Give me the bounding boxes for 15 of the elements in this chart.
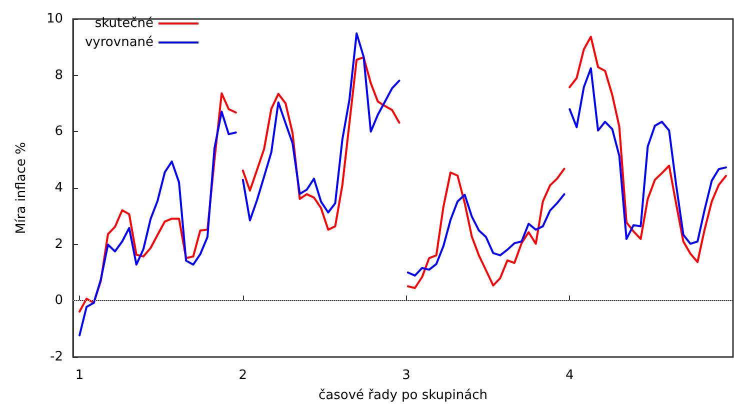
x-tick-label: 4 xyxy=(565,368,574,383)
x-tick-label: 1 xyxy=(75,368,84,383)
legend-label: vyrovnané xyxy=(84,35,154,50)
x-tick-label: 2 xyxy=(238,368,248,383)
y-tick-label: 8 xyxy=(54,68,63,83)
legend-label: skutečné xyxy=(94,16,154,31)
y-tick-label: 0 xyxy=(54,293,63,308)
y-tick-label: 10 xyxy=(46,12,63,26)
x-tick-label: 3 xyxy=(402,368,410,383)
x-axis-title: časové řady po skupinách xyxy=(318,388,488,403)
y-tick-label: 4 xyxy=(54,180,63,196)
y-tick-label: 2 xyxy=(54,236,63,252)
y-axis-title: Míra inflace % xyxy=(14,142,29,234)
y-tick-label: -2 xyxy=(50,350,63,364)
y-tick-label: 6 xyxy=(54,124,63,140)
